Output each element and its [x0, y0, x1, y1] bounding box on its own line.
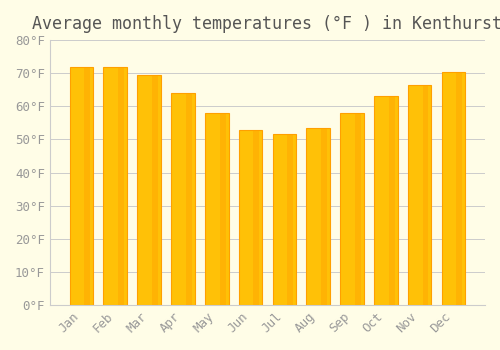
Bar — [408, 85, 432, 305]
Bar — [84, 66, 90, 305]
Bar — [186, 93, 192, 305]
Bar — [205, 113, 229, 305]
Bar — [152, 75, 158, 305]
Bar — [254, 130, 260, 305]
Bar — [321, 128, 327, 305]
Bar — [422, 85, 428, 305]
Bar — [355, 113, 361, 305]
Bar — [104, 66, 127, 305]
Bar — [306, 128, 330, 305]
Bar — [272, 134, 296, 305]
Bar — [238, 130, 262, 305]
Bar — [340, 113, 364, 305]
Bar — [456, 71, 462, 305]
Bar — [442, 71, 465, 305]
Bar — [171, 93, 194, 305]
Bar — [138, 75, 161, 305]
Bar — [118, 66, 124, 305]
Bar — [288, 134, 293, 305]
Bar — [374, 96, 398, 305]
Bar — [220, 113, 226, 305]
Bar — [70, 66, 94, 305]
Title: Average monthly temperatures (°F ) in Kenthurst: Average monthly temperatures (°F ) in Ke… — [32, 15, 500, 33]
Bar — [388, 96, 394, 305]
